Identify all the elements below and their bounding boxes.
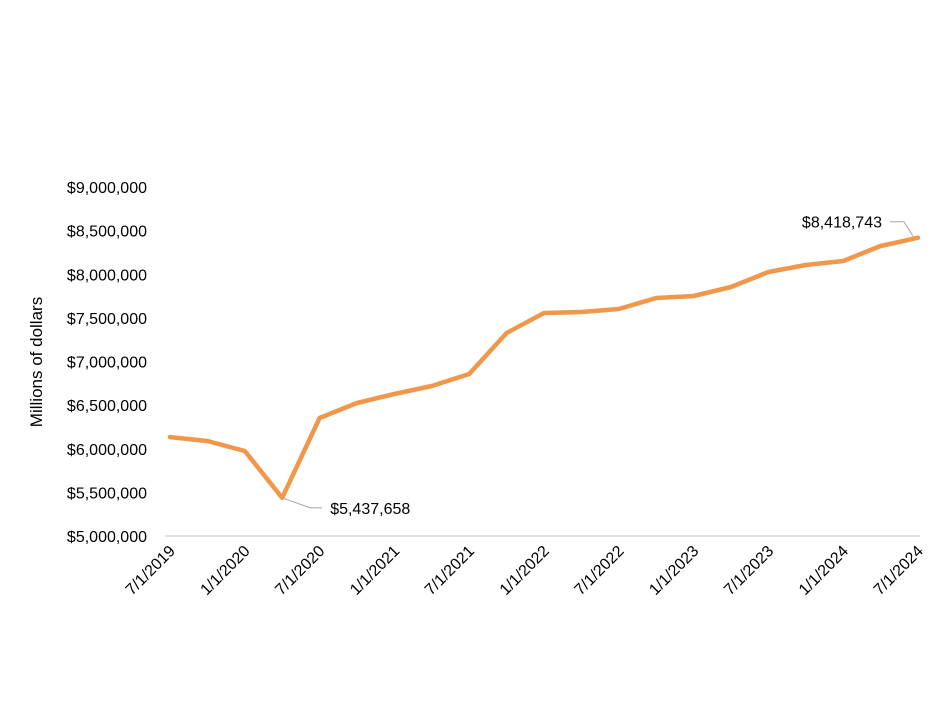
series-line <box>170 238 918 498</box>
data-label: $5,437,658 <box>330 501 410 518</box>
y-tick-label: $7,500,000 <box>67 311 147 328</box>
x-tick-label: 1/1/2021 <box>347 543 403 599</box>
y-axis-label: Millions of dollars <box>27 297 46 427</box>
y-tick-label: $9,000,000 <box>67 180 147 197</box>
x-tick-label: 7/1/2019 <box>123 543 179 599</box>
x-tick-label: 7/1/2024 <box>871 543 927 599</box>
x-tick-label: 7/1/2023 <box>721 543 777 599</box>
y-tick-label: $5,000,000 <box>67 529 147 546</box>
x-tick-label: 7/1/2021 <box>422 543 478 599</box>
data-label: $8,418,743 <box>802 215 882 232</box>
x-tick-label: 7/1/2022 <box>572 543 628 599</box>
x-tick-label: 1/1/2022 <box>497 543 553 599</box>
y-tick-label: $6,500,000 <box>67 398 147 415</box>
x-tick-label: 7/1/2020 <box>272 543 328 599</box>
y-tick-label: $6,000,000 <box>67 442 147 459</box>
y-tick-label: $5,500,000 <box>67 485 147 502</box>
x-tick-label: 1/1/2020 <box>198 543 254 599</box>
y-tick-label: $8,000,000 <box>67 267 147 284</box>
annotation-leader-line <box>282 498 322 508</box>
x-tick-label: 1/1/2024 <box>796 543 852 599</box>
y-tick-label: $8,500,000 <box>67 224 147 241</box>
x-tick-label: 1/1/2023 <box>646 543 702 599</box>
y-tick-label: $7,000,000 <box>67 355 147 372</box>
annotation-leader-line <box>890 222 914 238</box>
